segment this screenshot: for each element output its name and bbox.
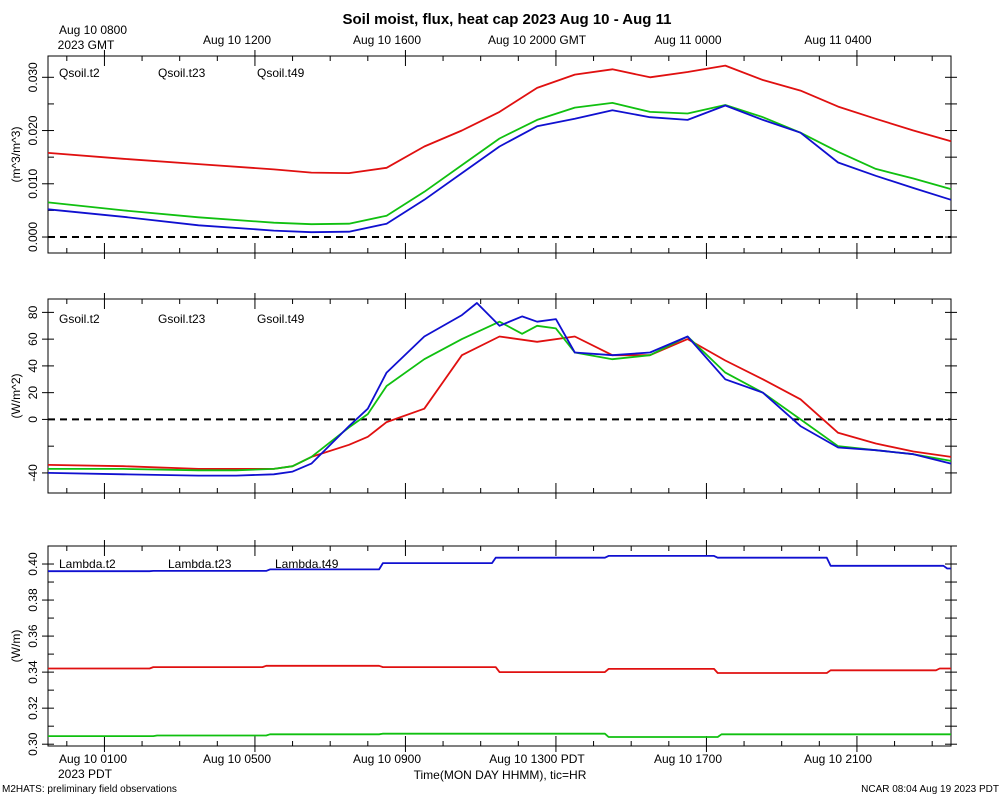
y-tick-label: 60 <box>26 332 40 346</box>
panel-frame <box>47 55 952 254</box>
series-line-gsoil-t49 <box>47 302 952 477</box>
y-tick-label: 0.32 <box>26 696 40 720</box>
bottom-axis-label: Aug 10 0900 <box>353 752 421 766</box>
top-axis-label: Aug 10 2000 GMT <box>488 33 587 47</box>
bottom-axis-label: Aug 10 0500 <box>203 752 271 766</box>
series-line-gsoil-t2 <box>47 335 952 470</box>
series-line-lambda-t23 <box>48 732 951 738</box>
y-tick-label: 0 <box>26 416 40 423</box>
y-tick-label: 0.30 <box>26 732 40 756</box>
top-axis-label: Aug 10 1200 <box>203 33 271 47</box>
y-tick-label: 80 <box>26 305 40 319</box>
legend: Lambda.t2 Lambda.t23 Lambda.t49 <box>59 557 339 571</box>
top-axis-label: Aug 11 0000 <box>654 33 721 47</box>
legend-qsoil-t23: Qsoil.t23 <box>158 66 206 80</box>
y-tick-label: 0.010 <box>26 168 40 198</box>
legend-lambda-t49: Lambda.t49 <box>275 557 339 571</box>
legend: Qsoil.t2 Qsoil.t23 Qsoil.t49 <box>59 66 305 80</box>
series-line-lambda-t2 <box>48 664 951 674</box>
figure-title: Soil moist, flux, heat cap 2023 Aug 10 -… <box>343 11 672 28</box>
y-tick-label: 0.000 <box>26 222 40 252</box>
y-axis-label: (W/m) <box>9 630 23 663</box>
top-first-label-line1: Aug 10 0800 <box>59 23 127 37</box>
bottom-axis-label: Aug 10 1300 PDT <box>489 752 585 766</box>
bottom-axis-label: Aug 10 1700 <box>654 752 722 766</box>
legend-qsoil-t49: Qsoil.t49 <box>257 66 305 80</box>
legend-qsoil-t2: Qsoil.t2 <box>59 66 100 80</box>
bottom-first-label-line1: Aug 10 0100 <box>59 752 127 766</box>
y-tick-label: 0.36 <box>26 624 40 648</box>
panel-soil-moisture: (m^3/m^3) Qsoil.t2 Qsoil.t23 Qsoil.t49 0… <box>9 50 957 259</box>
y-tick-label: 0.030 <box>26 62 40 92</box>
legend-gsoil-t2: Gsoil.t2 <box>59 312 100 326</box>
panel-thermal-conductivity: (W/m) Lambda.t2 Lambda.t23 Lambda.t49 0.… <box>9 540 957 756</box>
legend-lambda-t2: Lambda.t2 <box>59 557 116 571</box>
y-tick-label: 40 <box>26 359 40 373</box>
y-tick-label: 20 <box>26 386 40 400</box>
panel-frame <box>47 545 952 747</box>
series-line-qsoil-t23 <box>47 102 952 226</box>
y-tick-label: 0.40 <box>26 552 40 576</box>
bottom-first-label-line2: 2023 PDT <box>58 767 113 781</box>
series-line-lambda-t49 <box>48 555 951 573</box>
y-tick-label: -40 <box>26 464 40 482</box>
y-axis-label: (m^3/m^3) <box>9 127 23 183</box>
y-axis-label: (W/m^2) <box>9 374 23 419</box>
y-tick-label: 0.38 <box>26 588 40 612</box>
y-tick-label: 0.020 <box>26 115 40 145</box>
bottom-axis-labels: Aug 10 0100 2023 PDT Aug 10 0500 Aug 10 … <box>58 752 872 782</box>
footer-left: M2HATS: preliminary field observations <box>2 784 177 795</box>
series-line-qsoil-t2 <box>47 64 952 175</box>
y-tick-label: 0.34 <box>26 660 40 684</box>
footer-right: NCAR 08:04 Aug 19 2023 PDT <box>861 784 999 795</box>
bottom-axis-label: Aug 10 2100 <box>804 752 872 766</box>
top-axis-label: Aug 11 0400 <box>804 33 871 47</box>
series-line-qsoil-t49 <box>47 104 952 234</box>
legend-gsoil-t49: Gsoil.t49 <box>257 312 305 326</box>
top-axis-label: Aug 10 1600 <box>353 33 421 47</box>
series-line-gsoil-t23 <box>48 320 952 472</box>
top-axis-labels: Aug 10 0800 2023 GMT Aug 10 1200 Aug 10 … <box>58 23 872 52</box>
legend: Gsoil.t2 Gsoil.t23 Gsoil.t49 <box>59 312 305 326</box>
legend-gsoil-t23: Gsoil.t23 <box>158 312 206 326</box>
panel-frame <box>47 298 952 494</box>
top-first-label-line2: 2023 GMT <box>58 38 115 52</box>
legend-lambda-t23: Lambda.t23 <box>168 557 232 571</box>
panel-soil-heat-flux: (W/m^2) Gsoil.t2 Gsoil.t23 Gsoil.t49 -40… <box>9 293 957 499</box>
x-axis-title: Time(MON DAY HHMM), tic=HR <box>414 768 587 782</box>
